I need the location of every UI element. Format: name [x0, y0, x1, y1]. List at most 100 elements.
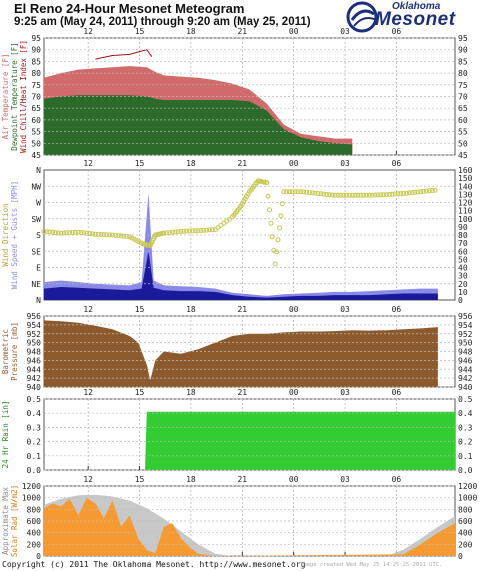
y-tick-label-right: 60: [458, 116, 468, 125]
wind-direction-marker: [281, 189, 287, 195]
y-tick-label-left: 940: [27, 383, 42, 392]
x-tick-label: 21: [237, 159, 247, 168]
wind-direction-marker: [55, 230, 61, 236]
x-tick-label: 15: [135, 388, 145, 397]
x-tick-label: 00: [289, 305, 299, 314]
wind-direction-marker: [306, 190, 312, 196]
x-tick-label: 06: [392, 159, 402, 168]
x-tick-label: 06: [392, 475, 402, 484]
x-tick-label: 18: [186, 305, 196, 314]
wind-direction-marker: [87, 231, 93, 237]
wind-direction-marker: [52, 230, 58, 236]
x-tick-label: 21: [237, 305, 247, 314]
y-tick-label-left: 80: [31, 69, 41, 78]
y-tick-label-left: 90: [31, 46, 41, 55]
wind-direction-marker: [364, 192, 369, 198]
wind-speed-area: [44, 251, 438, 300]
wind-direction-marker: [279, 201, 285, 207]
wind-direction-marker: [292, 189, 298, 195]
y-tick-label-left: 948: [27, 348, 42, 357]
wind-gust-area: [44, 192, 438, 300]
y-axis-label: Solar Rad [W/m2]: [10, 485, 19, 557]
y-tick-label-right: 20: [458, 280, 468, 289]
wind-direction-marker: [315, 191, 321, 196]
wind-direction-marker: [184, 228, 190, 234]
y-tick-label-right: 45: [458, 151, 468, 160]
x-tick-label: 06: [392, 27, 402, 36]
y-tick-label-right: 0.3: [458, 423, 473, 432]
wind-direction-marker: [207, 227, 212, 233]
y-tick-label-left: 70: [31, 93, 41, 102]
y-tick-label-right: 0.4: [458, 409, 473, 418]
x-tick-label: 15: [135, 305, 145, 314]
y-tick-label-left: 50: [31, 139, 41, 148]
y-tick-label-right: 150: [458, 174, 473, 183]
y-tick-label-left: SE: [31, 247, 41, 256]
y-tick-label-left: 942: [27, 374, 42, 383]
y-tick-label-right: 0: [458, 552, 463, 560]
x-tick-label: 00: [289, 475, 299, 484]
x-tick-label: 12: [83, 475, 93, 484]
y-tick-label-right: 600: [458, 517, 473, 526]
wind-direction-marker: [432, 187, 438, 193]
x-tick-label: 00: [289, 27, 299, 36]
y-tick-label-right: 160: [458, 166, 473, 175]
meteogram-title: El Reno 24-Hour Mesonet Meteogram: [14, 1, 245, 16]
y-tick-label-left: 800: [27, 505, 42, 514]
wind-direction-marker: [209, 227, 215, 233]
y-tick-label-right: 0.1: [458, 452, 473, 461]
y-tick-label-left: 944: [27, 365, 42, 374]
wind-direction-marker: [178, 228, 184, 234]
y-axis-label: Wind Direction: [1, 203, 10, 266]
y-tick-label-right: 75: [458, 81, 468, 90]
wind-direction-marker: [121, 233, 127, 239]
wind-direction-marker: [418, 189, 424, 195]
x-tick-label: 15: [135, 475, 145, 484]
wind-direction-marker: [175, 229, 181, 235]
x-tick-label: 03: [340, 305, 350, 314]
x-tick-label: 15: [135, 27, 145, 36]
wind-direction-marker: [187, 228, 193, 234]
wind-direction-marker: [318, 191, 324, 197]
y-tick-label-left: 95: [31, 34, 41, 43]
y-tick-label-right: 65: [458, 104, 468, 113]
y-tick-label-left: 0.3: [27, 423, 42, 432]
wind-direction-marker: [335, 192, 341, 198]
y-tick-label-right: 50: [458, 255, 468, 264]
wind-direction-marker: [115, 233, 121, 239]
wind-direction-marker: [378, 192, 384, 198]
solar-max-area: [44, 494, 455, 556]
y-tick-label-left: W: [36, 199, 41, 208]
y-tick-label-right: 50: [458, 139, 468, 148]
wind-direction-marker: [355, 192, 361, 198]
wind-direction-marker: [301, 189, 307, 195]
y-tick-label-left: 60: [31, 116, 41, 125]
y-tick-label-left: 946: [27, 356, 42, 365]
wind-direction-marker: [90, 231, 95, 237]
x-tick-label: 18: [186, 27, 196, 36]
logo-oklahoma-text: Oklahoma: [392, 1, 441, 12]
wind-direction-marker: [277, 225, 282, 231]
wind-direction-marker: [284, 189, 290, 195]
heat-index-line: [95, 49, 153, 60]
y-tick-label-left: 600: [27, 517, 42, 526]
wind-direction-marker: [110, 232, 115, 238]
x-tick-label: 18: [186, 475, 196, 484]
x-tick-label: 00: [289, 159, 299, 168]
y-tick-label-right: 1200: [458, 482, 477, 491]
y-tick-label-right: 90: [458, 223, 468, 232]
wind-direction-marker: [384, 192, 389, 198]
y-tick-label-right: 80: [458, 69, 468, 78]
wind-direction-marker: [349, 192, 355, 198]
wind-direction-marker: [369, 192, 375, 198]
wind-direction-marker: [204, 227, 210, 233]
wind-direction-marker: [398, 191, 404, 197]
y-tick-label-right: 400: [458, 529, 473, 538]
x-tick-label: 21: [237, 27, 247, 36]
logo-mesonet-text: Mesonet: [375, 9, 456, 30]
x-tick-label: 12: [83, 388, 93, 397]
y-tick-label-right: 0.5: [458, 395, 473, 404]
wind-direction-marker: [84, 230, 90, 236]
wind-direction-marker: [332, 192, 338, 198]
